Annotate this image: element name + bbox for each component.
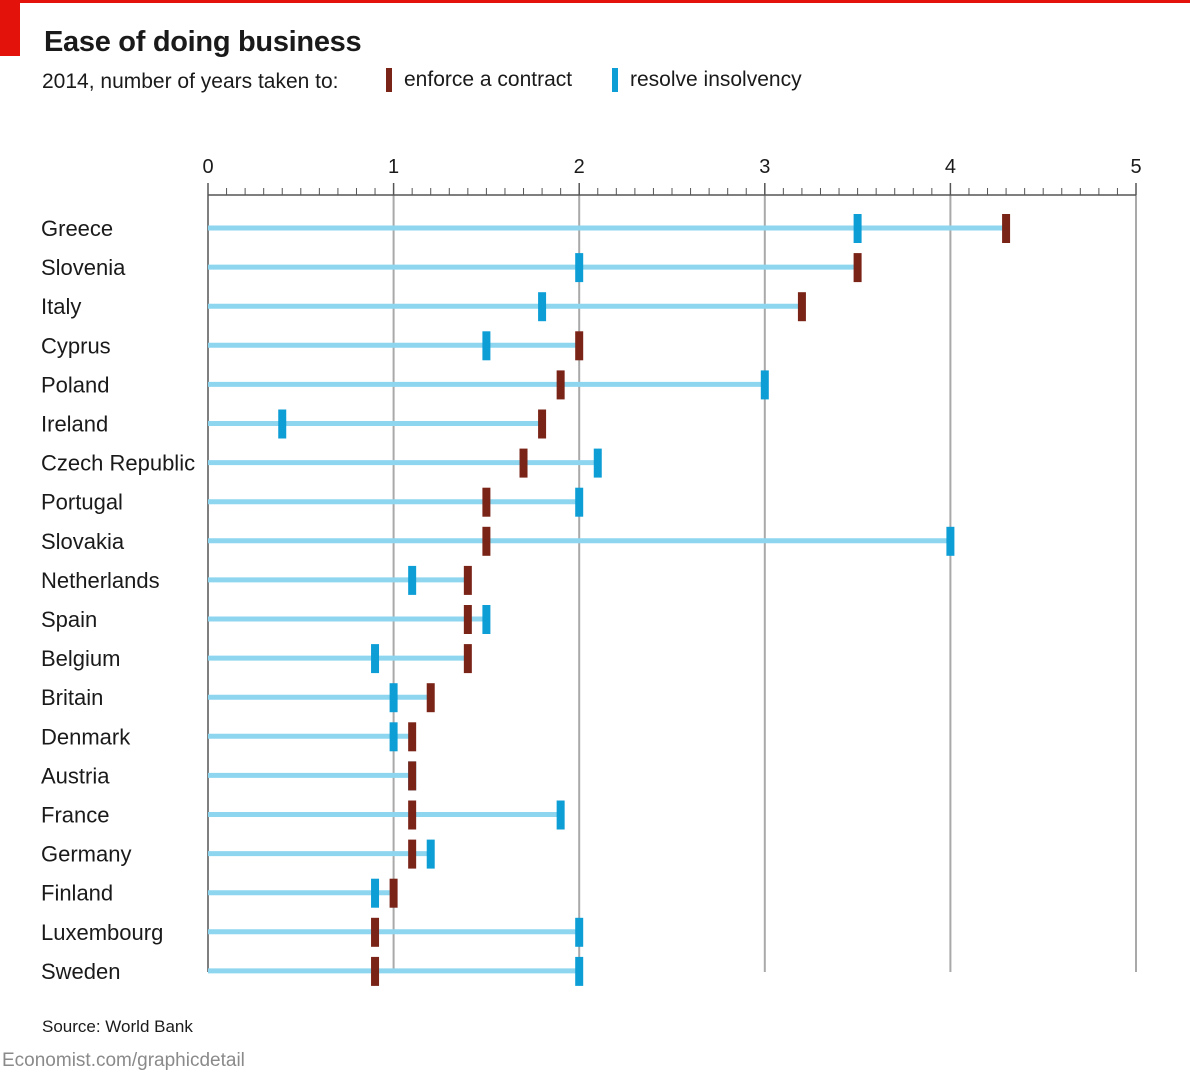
insolvency-marker (853, 214, 862, 243)
insolvency-marker (426, 839, 435, 869)
insolvency-marker (575, 253, 584, 283)
enforce-marker (463, 605, 472, 634)
footer-credit: Economist.com/graphicdetail (2, 1050, 245, 1071)
insolvency-marker (593, 448, 602, 478)
x-tick-label: 5 (1130, 156, 1141, 178)
y-category-label: Cyprus (41, 333, 111, 358)
insolvency-marker (556, 800, 565, 830)
insolvency-marker (371, 878, 380, 908)
y-category-label: Austria (41, 763, 110, 788)
enforce-marker (408, 722, 417, 752)
legend-item-enforce: enforce a contract (386, 68, 572, 92)
insolvency-marker (482, 605, 491, 634)
insolvency-marker (575, 956, 584, 986)
enforce-marker (519, 448, 528, 478)
legend-swatch-enforce (386, 68, 392, 92)
y-category-label: Slovenia (41, 255, 126, 280)
legend-label-enforce: enforce a contract (404, 68, 573, 91)
enforce-marker (575, 331, 584, 361)
y-category-label: Ireland (41, 412, 108, 437)
y-category-label: Spain (41, 607, 97, 632)
legend-label-insolvency: resolve insolvency (630, 68, 802, 91)
enforce-marker (482, 487, 491, 517)
enforce-marker (408, 839, 417, 869)
enforce-marker (408, 761, 417, 791)
source-note: Source: World Bank (42, 1017, 193, 1036)
x-tick-label: 2 (574, 156, 585, 178)
insolvency-marker (482, 331, 491, 361)
insolvency-marker (760, 370, 769, 400)
enforce-marker (538, 409, 547, 439)
y-category-label: Slovakia (41, 529, 125, 554)
y-category-label: Poland (41, 372, 110, 397)
insolvency-marker (575, 917, 584, 947)
x-tick-label: 0 (202, 156, 213, 178)
y-category-label: Sweden (41, 959, 121, 984)
legend-item-insolvency: resolve insolvency (612, 68, 802, 92)
y-category-label: Italy (41, 294, 81, 319)
y-category-label: Czech Republic (41, 451, 195, 476)
x-tick-label: 3 (759, 156, 770, 178)
insolvency-marker (538, 292, 547, 322)
brand-red-flag (0, 0, 20, 56)
enforce-marker (853, 253, 862, 283)
top-rule (0, 0, 1190, 3)
insolvency-marker (946, 526, 955, 556)
enforce-marker (408, 800, 417, 830)
chart-subtitle: 2014, number of years taken to: (42, 70, 339, 93)
y-category-label: Britain (41, 685, 103, 710)
enforce-marker (426, 683, 435, 713)
enforce-marker (371, 917, 380, 947)
insolvency-marker (371, 644, 380, 674)
insolvency-marker (389, 722, 398, 752)
y-category-label: Belgium (41, 646, 120, 671)
enforce-marker (482, 526, 491, 556)
y-category-label: Portugal (41, 490, 123, 515)
enforce-marker (463, 644, 472, 674)
dot-range-chart: 0 1 2 3 4 5 Greece Slovenia Italy Cyprus Poland Ire… (41, 156, 1142, 986)
enforce-marker (389, 878, 398, 908)
insolvency-marker (408, 565, 417, 595)
y-category-label: Finland (41, 881, 113, 906)
insolvency-marker (575, 487, 584, 517)
enforce-marker (463, 565, 472, 595)
y-category-label: Germany (41, 842, 131, 867)
x-tick-label: 1 (388, 156, 399, 178)
insolvency-marker (278, 409, 287, 439)
y-category-label: Denmark (41, 724, 131, 749)
legend-swatch-insolvency (612, 68, 618, 92)
enforce-marker (556, 370, 565, 400)
y-category-label: Luxembourg (41, 920, 163, 945)
y-category-label: Netherlands (41, 568, 160, 593)
enforce-marker (371, 956, 380, 986)
insolvency-marker (389, 683, 398, 713)
y-category-label: France (41, 803, 109, 828)
enforce-marker (1002, 214, 1011, 243)
enforce-marker (797, 292, 806, 322)
x-tick-label: 4 (945, 156, 956, 178)
y-category-label: Greece (41, 216, 113, 241)
chart-title: Ease of doing business (44, 26, 362, 58)
